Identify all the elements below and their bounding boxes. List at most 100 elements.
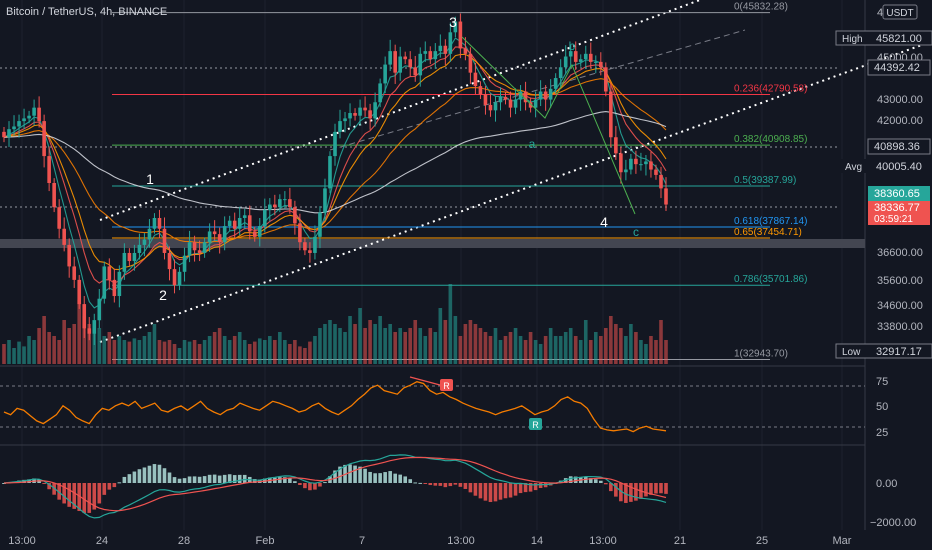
candle[interactable] (308, 242, 312, 263)
candle[interactable] (578, 54, 583, 67)
candle[interactable] (227, 215, 232, 231)
candle[interactable] (32, 99, 36, 126)
candle[interactable] (232, 212, 237, 239)
candle[interactable] (488, 93, 493, 117)
candle[interactable] (7, 121, 11, 147)
candle[interactable] (583, 45, 588, 69)
candle[interactable] (363, 96, 367, 117)
candlesticks[interactable] (2, 13, 668, 346)
candle[interactable] (177, 266, 182, 291)
candle[interactable] (247, 205, 252, 240)
candle[interactable] (423, 41, 428, 62)
candle[interactable] (77, 275, 82, 309)
candle[interactable] (593, 55, 598, 74)
candle[interactable] (408, 51, 413, 77)
candle[interactable] (202, 237, 207, 258)
candle[interactable] (493, 95, 498, 122)
candle[interactable] (172, 259, 177, 294)
candle[interactable] (102, 261, 107, 304)
candle[interactable] (498, 87, 503, 111)
candle[interactable] (523, 81, 528, 111)
candle[interactable] (588, 42, 593, 69)
candle[interactable] (303, 237, 307, 256)
candle[interactable] (122, 243, 127, 280)
candle[interactable] (338, 109, 342, 139)
candle[interactable] (473, 62, 478, 95)
candle[interactable] (162, 217, 167, 260)
candle[interactable] (368, 103, 372, 130)
candle[interactable] (212, 220, 217, 241)
candle[interactable] (252, 226, 257, 242)
candle[interactable] (388, 39, 392, 72)
candle[interactable] (27, 110, 31, 124)
candle[interactable] (17, 114, 21, 138)
candle[interactable] (513, 88, 518, 115)
candle[interactable] (222, 216, 227, 251)
price-axis[interactable]: 4 USDT 45000.00 43000.00 42000.00 36600.… (835, 4, 932, 359)
candle[interactable] (57, 199, 61, 239)
candle[interactable] (42, 114, 46, 168)
candle[interactable] (207, 223, 212, 252)
time-axis[interactable]: 13:00 24 28 Feb 7 13:00 14 13:00 21 25 M… (8, 535, 852, 547)
candle[interactable] (298, 213, 302, 251)
trend-channel[interactable] (99, 0, 931, 343)
candle[interactable] (37, 96, 41, 128)
channel-mid-line[interactable] (329, 29, 746, 151)
candle[interactable] (97, 289, 102, 329)
currency-badge[interactable] (882, 4, 918, 20)
candle[interactable] (659, 166, 663, 199)
candle[interactable] (343, 111, 347, 133)
candle[interactable] (483, 86, 488, 115)
candle[interactable] (67, 238, 71, 278)
candle[interactable] (433, 43, 438, 69)
candle[interactable] (142, 233, 147, 257)
candle[interactable] (237, 206, 242, 236)
candle[interactable] (558, 59, 563, 88)
candle[interactable] (87, 317, 92, 341)
candle[interactable] (62, 217, 66, 252)
rsi-pane[interactable]: R R (0, 376, 865, 433)
candle[interactable] (533, 91, 538, 118)
candle[interactable] (12, 115, 16, 136)
candle[interactable] (182, 247, 187, 282)
candle[interactable] (167, 246, 172, 281)
macd-pane[interactable] (2, 454, 668, 519)
candle[interactable] (328, 151, 332, 194)
candle[interactable] (393, 44, 397, 84)
candle[interactable] (132, 244, 137, 271)
candle[interactable] (242, 208, 247, 230)
candle[interactable] (568, 44, 573, 68)
candle[interactable] (318, 206, 322, 249)
rsi-signal-bearish[interactable] (440, 379, 453, 391)
candle[interactable] (257, 217, 262, 247)
candle[interactable] (619, 146, 623, 184)
candle[interactable] (383, 56, 387, 94)
candle[interactable] (458, 13, 463, 59)
candle[interactable] (217, 227, 222, 254)
candle[interactable] (468, 47, 473, 84)
candle[interactable] (543, 85, 548, 111)
candle[interactable] (333, 123, 337, 166)
rsi-signal-bullish[interactable] (529, 418, 542, 430)
candle[interactable] (443, 39, 448, 66)
candle[interactable] (654, 164, 658, 180)
candle[interactable] (629, 153, 633, 175)
candle[interactable] (283, 191, 287, 209)
candle[interactable] (358, 99, 362, 126)
candle[interactable] (624, 159, 628, 181)
candle[interactable] (117, 265, 122, 308)
candle[interactable] (268, 198, 272, 222)
candle[interactable] (614, 125, 618, 160)
candle[interactable] (192, 235, 197, 262)
candle[interactable] (378, 78, 382, 108)
candle[interactable] (147, 219, 152, 248)
candle[interactable] (453, 16, 458, 38)
candle[interactable] (609, 83, 613, 147)
candle[interactable] (187, 230, 192, 263)
candle[interactable] (418, 47, 423, 87)
candle[interactable] (548, 79, 553, 108)
candle[interactable] (508, 91, 513, 118)
candle[interactable] (634, 150, 638, 174)
candle[interactable] (348, 103, 352, 127)
candle[interactable] (288, 187, 292, 214)
